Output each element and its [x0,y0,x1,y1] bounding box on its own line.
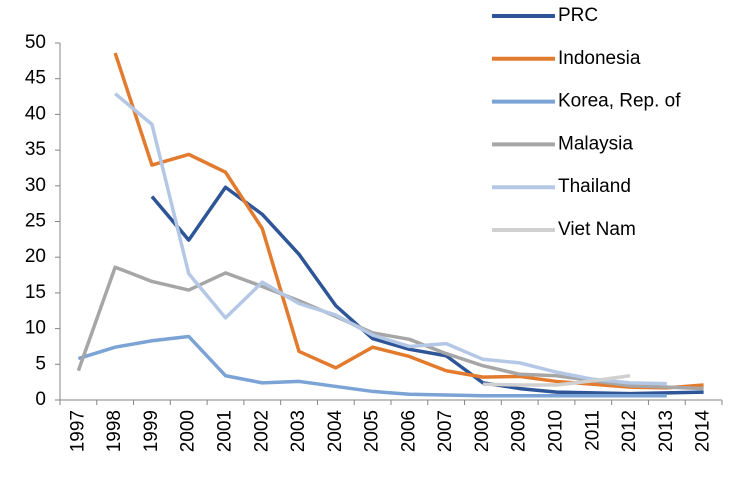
y-tick-label: 5 [35,353,46,374]
x-tick-label: 2000 [178,410,199,452]
y-tick-label: 15 [25,282,46,303]
x-tick-label: 2009 [509,410,530,452]
y-tick-label: 50 [25,32,46,53]
legend-label: Indonesia [558,48,641,69]
x-tick-label: 2002 [251,410,272,452]
legend-label: Malaysia [558,133,633,154]
x-tick-label: 2010 [546,410,567,452]
y-tick-label: 10 [25,318,46,339]
y-tick-label: 40 [25,103,46,124]
series-line [113,52,704,390]
y-tick-label: 25 [25,211,46,232]
y-tick-label: 0 [35,389,46,410]
x-tick-label: 2006 [398,410,419,452]
y-tick-label: 20 [25,246,46,267]
x-tick-label: 1997 [67,410,88,452]
x-tick-label: 2005 [362,410,383,452]
x-tick-label: 2014 [693,410,714,453]
x-tick-label: 2008 [472,410,493,452]
y-tick-label: 30 [25,175,46,196]
x-tick-label: 2007 [435,410,456,452]
x-tick-label: 1998 [104,410,125,452]
legend-label: PRC [558,5,598,26]
legend-label: Korea, Rep. of [558,91,681,112]
x-tick-label: 2012 [619,410,640,452]
y-tick-label: 35 [25,139,46,160]
series-line [482,373,631,387]
x-tick-label: 2003 [288,410,309,452]
x-tick-label: 1999 [141,410,162,452]
x-tick-label: 2004 [325,410,346,453]
legend-label: Viet Nam [558,219,636,240]
legend-label: Thailand [558,176,631,197]
series-line [76,265,704,391]
x-tick-label: 2013 [656,410,677,452]
x-tick-label: 2001 [215,410,236,452]
x-tick-label: 2011 [582,410,603,451]
y-tick-label: 45 [25,68,46,89]
series-line [114,92,667,386]
series-line [77,334,667,398]
